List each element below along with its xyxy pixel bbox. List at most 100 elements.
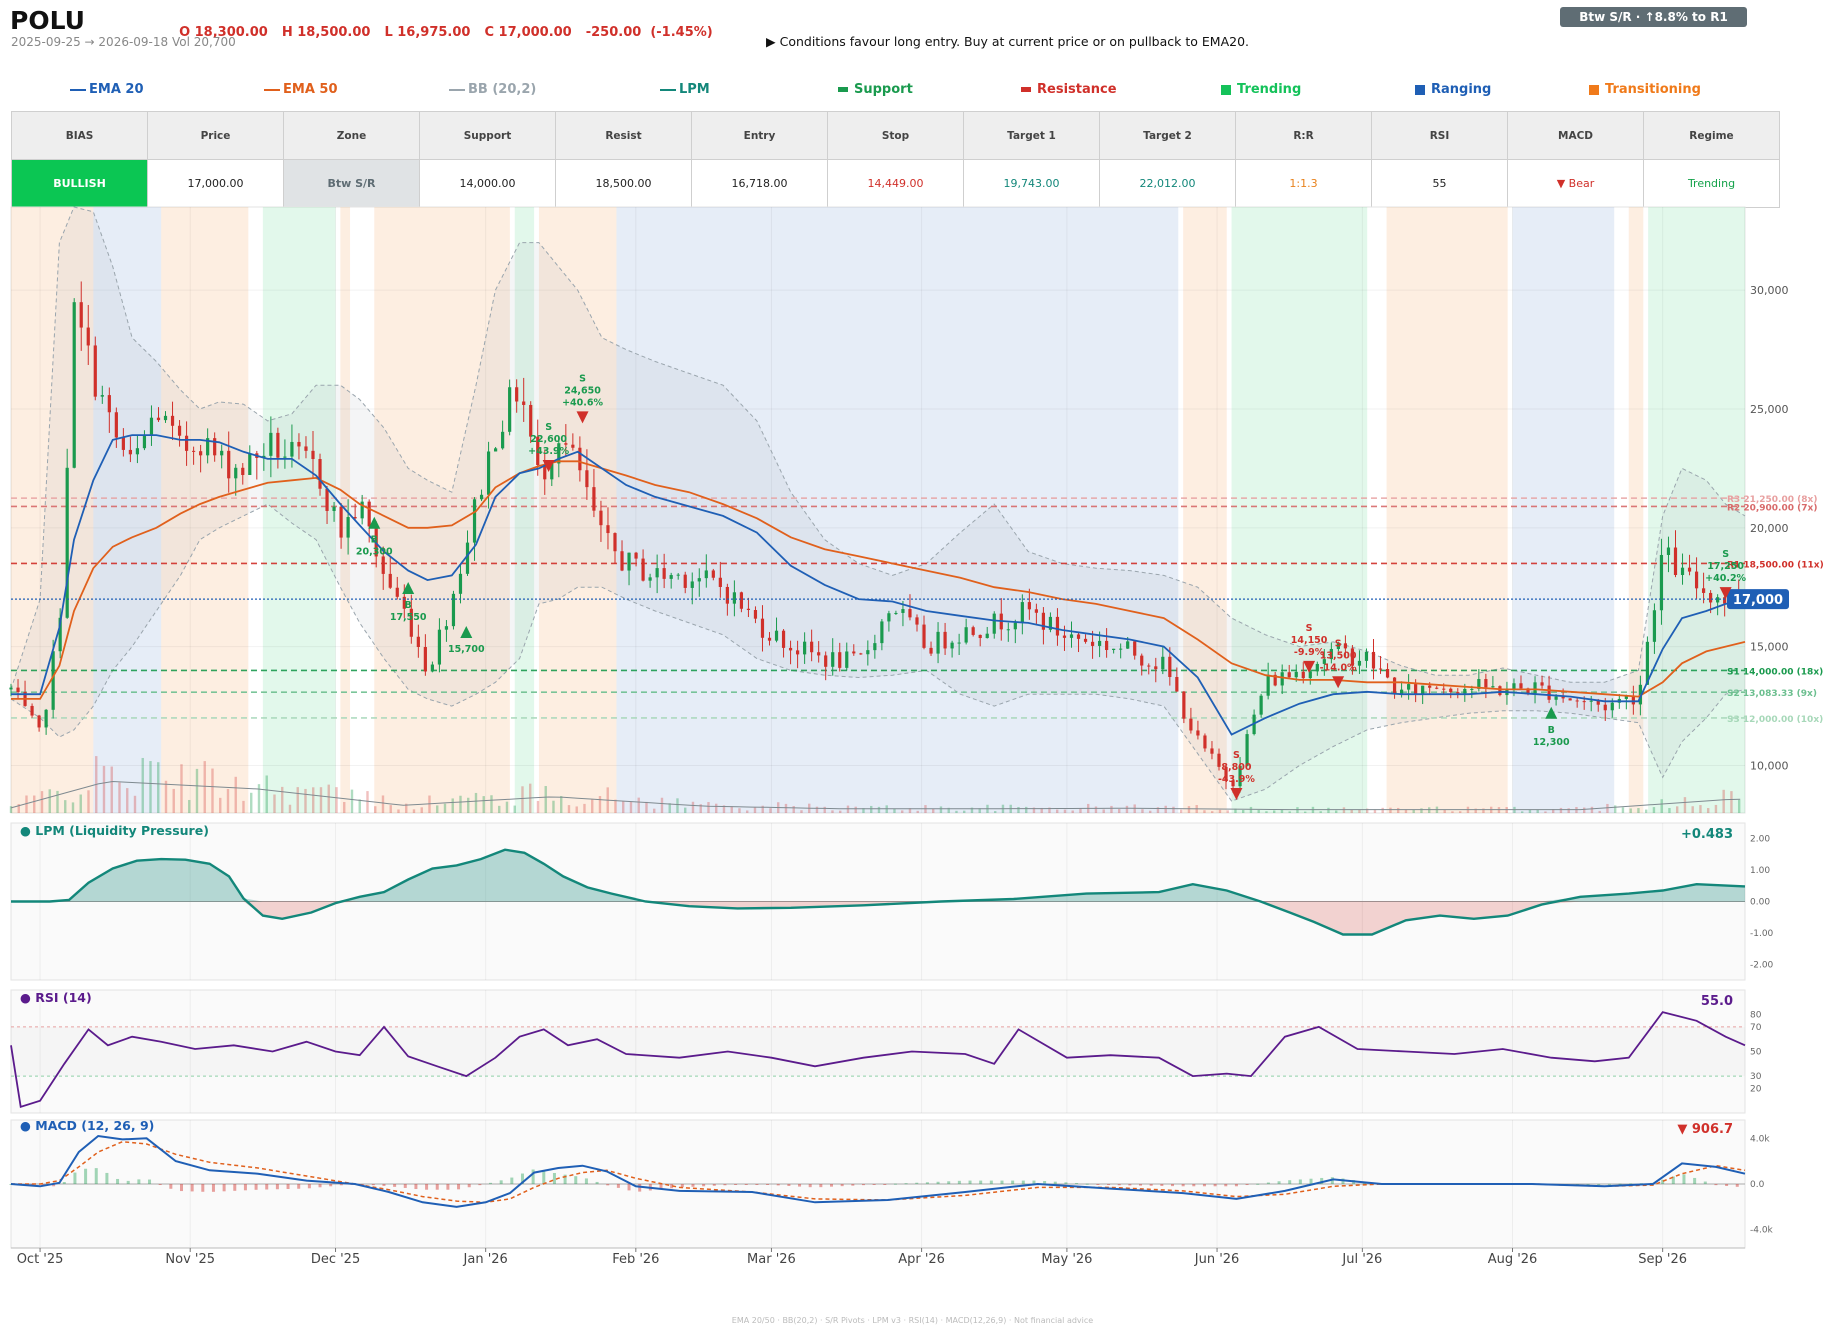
volume-bar — [188, 799, 191, 813]
candle-body — [655, 568, 659, 578]
volume-bar — [1427, 807, 1431, 813]
col-macd: MACD — [1507, 111, 1644, 160]
macd-tick-label: -4.0k — [1750, 1226, 1774, 1236]
candle-body — [1371, 651, 1376, 669]
volume-bar — [17, 804, 20, 813]
candle-body — [1421, 685, 1425, 695]
macd-hist-bar — [275, 1184, 279, 1190]
candle-body — [943, 631, 947, 649]
candle-body — [1069, 634, 1074, 638]
macd-hist-bar — [1586, 1184, 1590, 1185]
legend-trending[interactable]: Trending — [1221, 82, 1301, 97]
macd-hist-bar — [1160, 1184, 1164, 1186]
macd-hist-bar — [851, 1184, 855, 1186]
macd-hist-bar — [1117, 1184, 1121, 1186]
macd-hist-bar — [1032, 1180, 1036, 1184]
macd-hist-bar — [638, 1184, 642, 1192]
volume-bar — [1528, 809, 1532, 813]
trade-marker-label: -9.9% — [1294, 647, 1325, 658]
candle-body — [1723, 597, 1727, 604]
volume-bar — [350, 789, 354, 813]
volume-bar — [598, 796, 602, 813]
legend-swatch-line — [660, 88, 676, 91]
volume-bar — [219, 797, 222, 813]
regime-band-trending — [1648, 207, 1745, 813]
regime-band-transitioning — [1386, 207, 1508, 813]
volume-bar — [1706, 808, 1710, 813]
zone-badge: Btw S/R · ↑8.8% to R1 — [1560, 7, 1747, 27]
macd-hist-bar — [286, 1184, 290, 1190]
candle-body — [65, 467, 69, 618]
trade-marker-label: B — [405, 600, 412, 611]
macd-hist-bar — [1213, 1184, 1217, 1187]
footer-note: EMA 20/50 · BB(20,2) · S/R Pivots · LPM … — [731, 1316, 1094, 1325]
candle-body — [1540, 682, 1544, 686]
macd-hist-bar — [755, 1184, 759, 1185]
candle-body — [1196, 730, 1200, 736]
macd-hist-bar — [1245, 1184, 1249, 1186]
trade-marker-label: S — [1233, 750, 1240, 761]
trade-marker-label: 17,550 — [390, 612, 427, 623]
legend-ema50[interactable]: EMA 50 — [264, 82, 338, 97]
candle-body — [1526, 688, 1530, 694]
macd-hist-bar — [531, 1169, 535, 1184]
legend-transitioning[interactable]: Transitioning — [1589, 82, 1701, 97]
candle-body — [1119, 648, 1123, 650]
volume-bar — [366, 791, 369, 813]
macd-tick-label: 0.0 — [1750, 1180, 1765, 1190]
legend-label: Ranging — [1431, 82, 1492, 97]
volume-bar — [1551, 809, 1555, 813]
candle-body — [1224, 766, 1228, 781]
volume-bar — [668, 803, 671, 813]
trade-marker-label: +40.6% — [562, 397, 603, 408]
candle-body — [873, 643, 877, 651]
candle-body — [627, 552, 631, 571]
candle-body — [992, 613, 996, 634]
volume-bar — [1404, 809, 1408, 813]
candle-body — [1217, 753, 1221, 767]
legend-resistance[interactable]: Resistance — [1021, 82, 1117, 97]
volume-bar — [846, 805, 850, 813]
date-range-volume: 2025-09-25 → 2026-09-18 Vol 20,700 — [11, 35, 236, 49]
candle-body — [304, 446, 308, 451]
volume-bar — [513, 805, 516, 813]
candle-body — [859, 653, 863, 655]
volume-bar — [622, 801, 625, 813]
macd-hist-bar — [1021, 1180, 1025, 1184]
candle-body — [1020, 602, 1024, 623]
candle-body — [1238, 765, 1242, 787]
volume-bar — [1149, 810, 1152, 813]
candle-body — [964, 627, 968, 643]
candle-body — [732, 592, 736, 604]
price-tick-label: 15,000 — [1750, 641, 1789, 654]
legend-ranging[interactable]: Ranging — [1415, 82, 1491, 97]
legend-bb[interactable]: BB (20,2) — [449, 82, 536, 97]
volume-bar — [932, 808, 935, 813]
col-regime: Regime — [1643, 111, 1780, 160]
candle-body — [213, 438, 217, 456]
trade-marker-label: B — [1548, 725, 1555, 736]
volume-bar — [939, 806, 943, 813]
candle-body — [1399, 689, 1404, 694]
macd-hist-bar — [1043, 1180, 1047, 1184]
volume-bar — [1257, 810, 1260, 813]
lpm-tick-label: -1.00 — [1750, 929, 1774, 939]
macd-hist-bar — [243, 1184, 247, 1191]
volume-bar — [839, 810, 842, 813]
lpm-tick-label: 0.00 — [1750, 898, 1770, 908]
candle-body — [508, 387, 512, 432]
regime-band-ranging — [1512, 207, 1615, 813]
legend-lpm[interactable]: LPM — [660, 82, 710, 97]
macd-hist-bar — [616, 1184, 620, 1188]
volume-bar — [118, 782, 121, 813]
volume-bar — [1559, 807, 1563, 813]
macd-hist-bar — [105, 1172, 109, 1184]
macd-hist-bar — [1320, 1177, 1324, 1184]
candle-body — [177, 425, 182, 436]
volume-bar — [1319, 811, 1322, 813]
legend-support[interactable]: Support — [838, 82, 913, 97]
volume-bar — [560, 796, 563, 813]
legend-ema20[interactable]: EMA 20 — [70, 82, 144, 97]
candle-body — [852, 651, 856, 654]
volume-bar — [831, 810, 834, 813]
